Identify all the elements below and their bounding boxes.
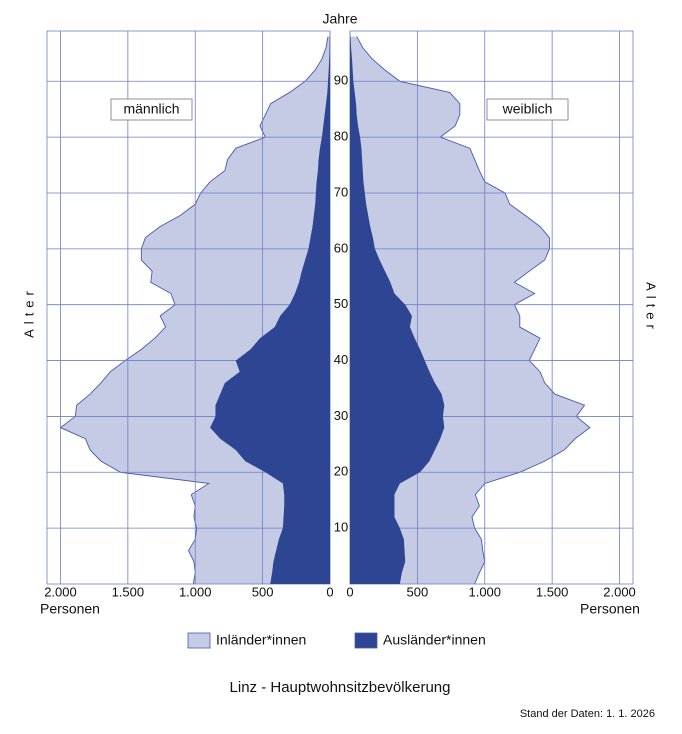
y-tick-label: 40 xyxy=(334,352,348,367)
y-tick-label: 70 xyxy=(334,184,348,199)
y-unit: Jahre xyxy=(322,11,357,27)
legend-label: Inländer*innen xyxy=(216,632,306,648)
y-tick-label: 90 xyxy=(334,73,348,88)
area-right xyxy=(350,36,590,584)
chart-title: Linz - Hauptwohnsitzbevölkerung xyxy=(230,679,451,696)
x-tick-label: 1.500 xyxy=(112,584,145,599)
panel-label: weiblich xyxy=(502,101,553,117)
x-tick-label: 1.000 xyxy=(468,584,501,599)
panel-label: männlich xyxy=(123,101,179,117)
outline-left xyxy=(59,36,329,585)
x-label-left: Personen xyxy=(40,601,100,617)
y-label-left: Alter xyxy=(21,286,36,338)
label-box xyxy=(486,98,569,121)
legend-label: Ausländer*innen xyxy=(383,632,486,648)
x-tick-label: 500 xyxy=(252,584,274,599)
x-tick-label: 1.500 xyxy=(536,584,569,599)
label-box xyxy=(110,98,193,121)
y-tick-label: 10 xyxy=(334,520,348,535)
data-note: Stand der Daten: 1. 1. 2026 xyxy=(520,708,655,720)
legend-swatch xyxy=(187,632,211,649)
y-tick-label: 60 xyxy=(334,240,348,255)
x-tick-label: 1.000 xyxy=(179,584,212,599)
y-tick-label: 30 xyxy=(334,408,348,423)
x-tick-label: 0 xyxy=(326,584,333,599)
dark-areas xyxy=(210,36,445,584)
y-tick-label: 80 xyxy=(334,129,348,144)
area-left xyxy=(210,36,330,584)
x-tick-label: 2.000 xyxy=(44,584,77,599)
outline-right xyxy=(356,36,591,585)
x-label-right: Personen xyxy=(580,601,640,617)
area-right xyxy=(350,36,445,584)
y-tick-label: 20 xyxy=(334,464,348,479)
x-tick-label: 500 xyxy=(407,584,429,599)
x-tick-label: 2.000 xyxy=(603,584,636,599)
legend-swatch xyxy=(354,632,378,649)
y-label-right: Alter xyxy=(644,282,659,334)
x-tick-label: 0 xyxy=(346,584,353,599)
y-tick-label: 50 xyxy=(334,296,348,311)
